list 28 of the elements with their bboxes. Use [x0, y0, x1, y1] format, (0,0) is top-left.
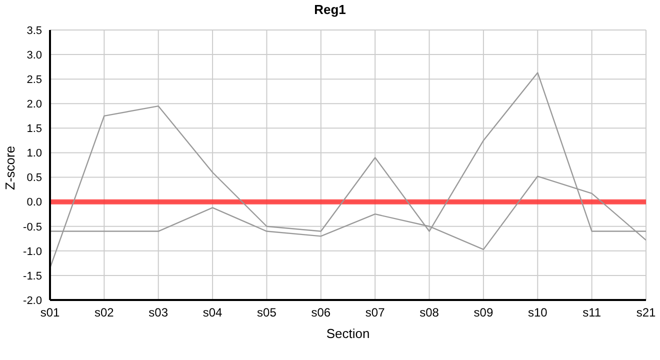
x-tick-label: s07 [365, 306, 386, 320]
x-tick-label: s02 [94, 306, 114, 320]
line-series [50, 72, 646, 269]
y-tick-label: 2.0 [26, 98, 42, 111]
y-tick-label: -1.0 [23, 246, 42, 258]
y-tick-label: 3.0 [26, 49, 42, 62]
x-tick-label: s06 [311, 306, 331, 320]
x-tick-label: s21 [636, 306, 656, 320]
y-tick-label: -0.5 [23, 221, 42, 234]
y-tick-label: 1.0 [26, 148, 42, 160]
y-tick-label: -2.0 [23, 294, 42, 307]
x-tick-label: s10 [528, 306, 548, 320]
y-tick-label: 3.5 [26, 24, 42, 37]
x-tick-label: s03 [148, 306, 168, 320]
y-tick-label: 0.0 [26, 196, 42, 209]
chart-title: Reg1 [313, 2, 347, 17]
y-tick-label: 1.5 [26, 123, 42, 136]
x-tick-label: s04 [202, 306, 223, 320]
x-tick-label: s09 [474, 306, 494, 320]
x-tick-label: s08 [420, 306, 440, 320]
y-tick-label: -1.5 [23, 270, 42, 282]
x-axis-title: Section [326, 326, 370, 341]
x-tick-label: s05 [257, 306, 277, 320]
y-tick-label: 0.5 [26, 172, 42, 184]
x-tick-label: s01 [40, 306, 60, 320]
y-axis-title: Z-score [2, 146, 18, 190]
y-tick-label: 2.5 [26, 74, 42, 86]
x-tick-label: s11 [582, 306, 602, 320]
